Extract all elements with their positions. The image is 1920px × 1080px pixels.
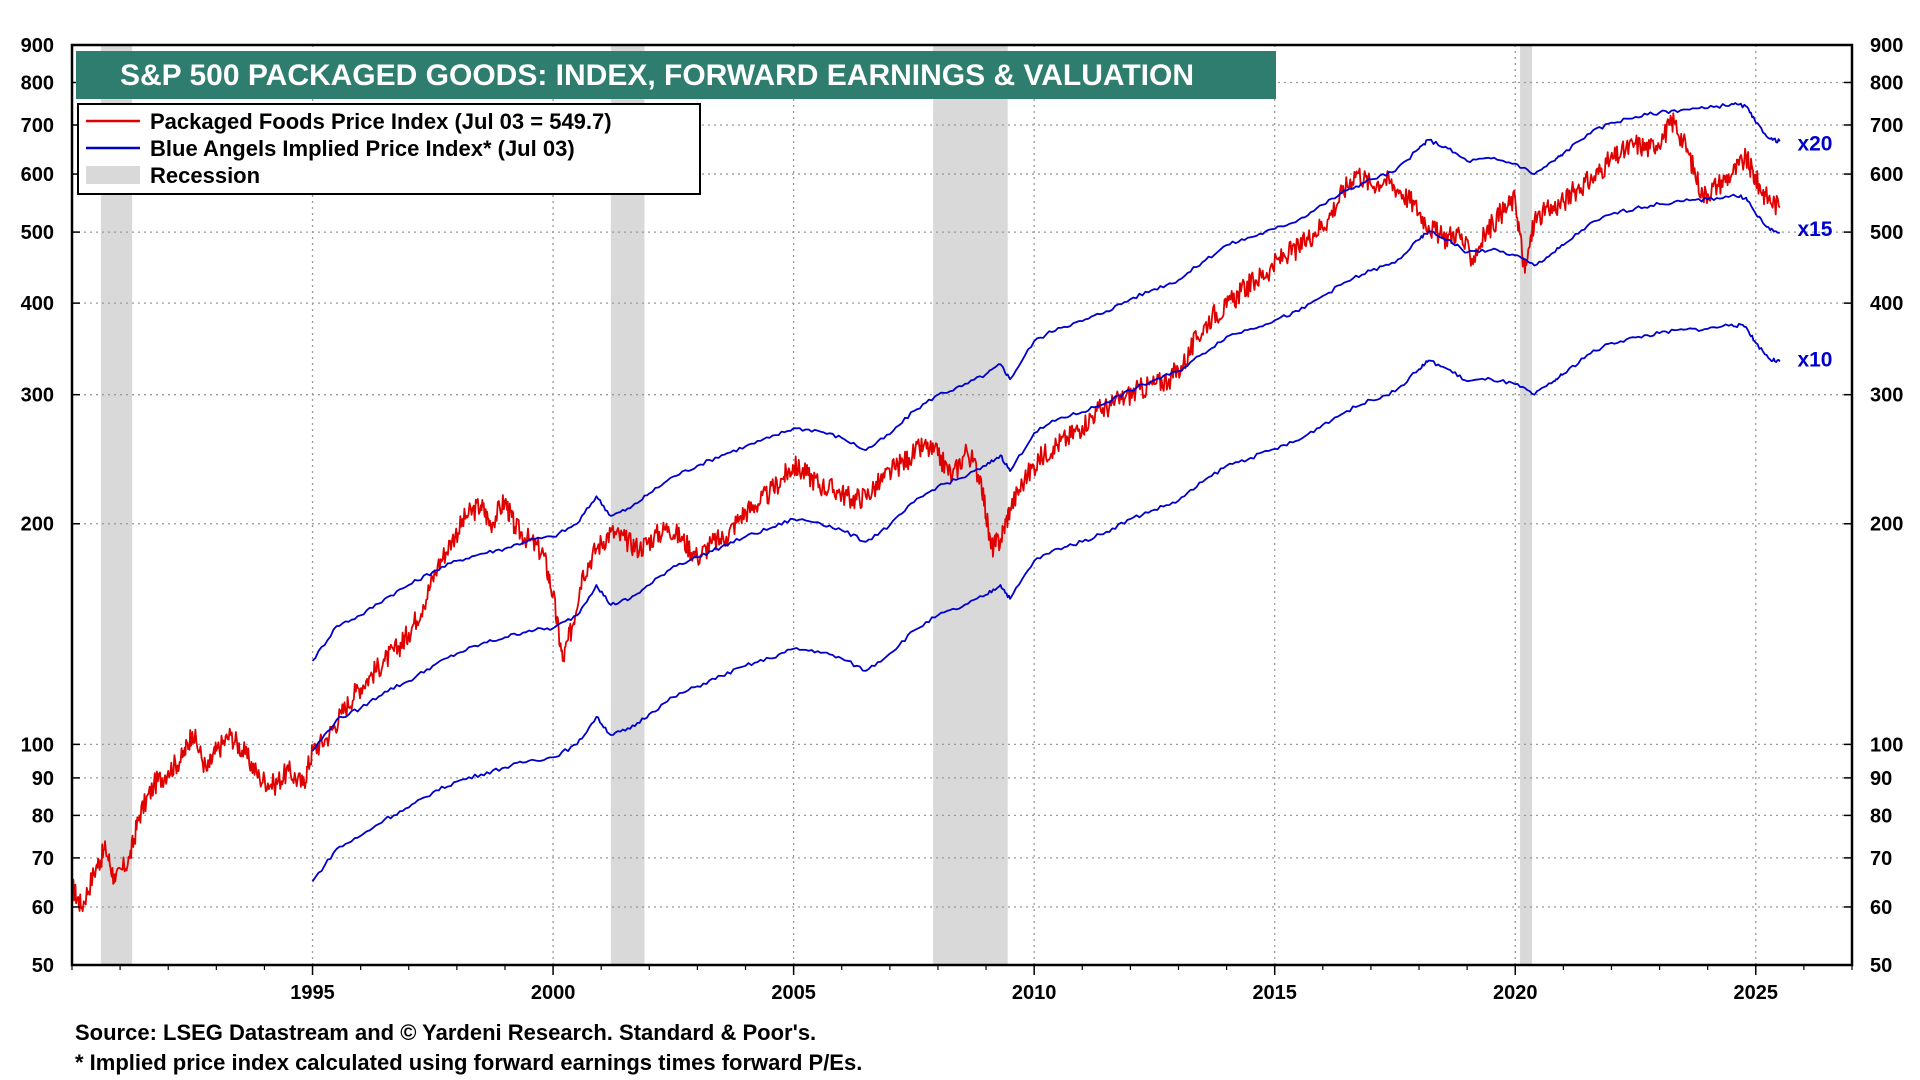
y-tick-label-left-300: 300 — [21, 385, 54, 407]
y-tick-label-left-60: 60 — [32, 897, 54, 919]
annotation-layer: x20 x15 x10 — [1797, 133, 1832, 372]
y-tick-label-right-300: 300 — [1870, 385, 1903, 407]
x-tick-label-2020: 2020 — [1493, 982, 1538, 1004]
y-tick-label-left-200: 200 — [21, 514, 54, 536]
legend: Packaged Foods Price Index (Jul 03 = 549… — [77, 103, 701, 195]
series-line-packaged-foods-price-index-jul-03-549-7- — [71, 112, 1781, 913]
x-tick-label-2025: 2025 — [1734, 982, 1779, 1004]
annotation-x15: x15 — [1797, 218, 1832, 241]
source-note: Source: LSEG Datastream and © Yardeni Re… — [75, 1020, 816, 1045]
legend-swatch-recession — [86, 166, 140, 184]
recession-band-2 — [933, 45, 1008, 965]
y-tick-label-right-200: 200 — [1870, 514, 1903, 536]
legend-label-price-index: Packaged Foods Price Index (Jul 03 = 549… — [150, 109, 612, 134]
recession-band-3 — [1520, 45, 1533, 965]
recession-band-1 — [610, 45, 645, 965]
y-tick-label-left-90: 90 — [32, 768, 54, 790]
y-tick-label-right-60: 60 — [1870, 897, 1892, 919]
x-tick-label-2000: 2000 — [531, 982, 576, 1004]
y-tick-label-left-50: 50 — [32, 955, 54, 977]
y-tick-label-right-700: 700 — [1870, 115, 1903, 137]
footnote: * Implied price index calculated using f… — [75, 1050, 862, 1075]
recession-layer — [100, 45, 1533, 965]
x-tick-label-2015: 2015 — [1252, 982, 1297, 1004]
y-tick-label-right-90: 90 — [1870, 768, 1892, 790]
annotation-x20: x20 — [1797, 133, 1832, 156]
x-tick-label-1995: 1995 — [290, 982, 335, 1004]
y-tick-label-right-900: 900 — [1870, 35, 1903, 57]
legend-label-recession: Recession — [150, 163, 260, 188]
recession-band-0 — [100, 45, 133, 965]
y-tick-label-right-70: 70 — [1870, 848, 1892, 870]
chart-title-banner: S&P 500 PACKAGED GOODS: INDEX, FORWARD E… — [76, 51, 1276, 99]
y-tick-label-left-600: 600 — [21, 164, 54, 186]
title-background — [76, 51, 1276, 99]
y-tick-label-left-100: 100 — [21, 734, 54, 756]
y-tick-label-left-80: 80 — [32, 805, 54, 827]
series-layer — [71, 102, 1781, 913]
x-tick-label-2005: 2005 — [771, 982, 816, 1004]
plot-border — [70, 43, 1854, 967]
y-tick-label-right-50: 50 — [1870, 955, 1892, 977]
y-tick-label-right-600: 600 — [1870, 164, 1903, 186]
y-tick-label-right-800: 800 — [1870, 72, 1903, 94]
legend-label-implied-index: Blue Angels Implied Price Index* (Jul 03… — [150, 136, 575, 161]
y-tick-label-right-400: 400 — [1870, 293, 1903, 315]
y-tick-label-left-700: 700 — [21, 115, 54, 137]
legend-box — [77, 103, 701, 195]
chart-title: S&P 500 PACKAGED GOODS: INDEX, FORWARD E… — [120, 59, 1194, 92]
x-tick-label-2010: 2010 — [1012, 982, 1057, 1004]
y-tick-label-left-70: 70 — [32, 848, 54, 870]
y-tick-label-left-500: 500 — [21, 222, 54, 244]
annotation-x10: x10 — [1797, 349, 1832, 372]
axis-layer: 50 50 60 60 70 70 80 80 90 90 100 100 200 200 300 300 40… — [21, 35, 1904, 1004]
y-tick-label-left-800: 800 — [21, 72, 54, 94]
y-tick-label-right-100: 100 — [1870, 734, 1903, 756]
y-tick-label-right-80: 80 — [1870, 805, 1892, 827]
y-tick-label-left-400: 400 — [21, 293, 54, 315]
series-line-x15 — [311, 193, 1780, 752]
series-line-x10 — [311, 323, 1781, 882]
y-tick-label-right-500: 500 — [1870, 222, 1903, 244]
series-line-x20 — [311, 102, 1781, 662]
y-tick-label-left-900: 900 — [21, 35, 54, 57]
